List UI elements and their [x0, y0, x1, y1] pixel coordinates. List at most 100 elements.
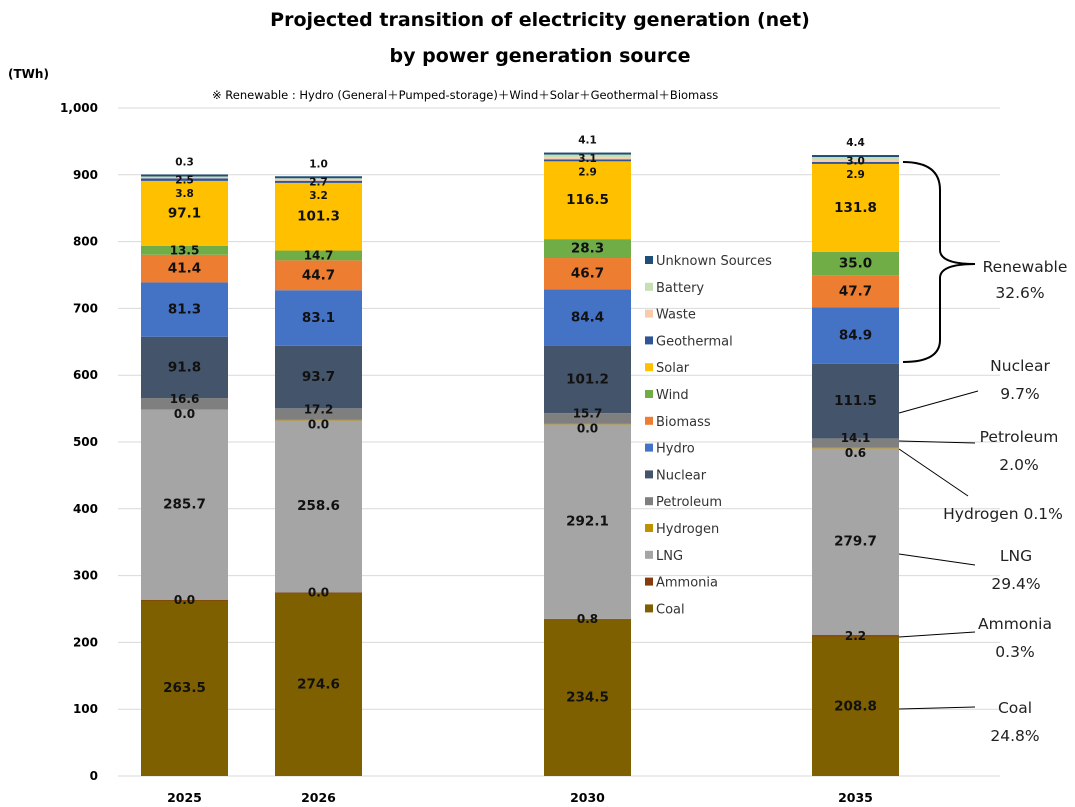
data-label: 15.7	[573, 407, 603, 421]
data-label: 84.4	[571, 309, 604, 325]
data-label: 2.2	[845, 629, 866, 643]
annotation-percent: 32.6%	[995, 284, 1044, 302]
data-label: 16.6	[170, 392, 200, 406]
bar-segment-solar	[141, 180, 228, 246]
chart-subtitle: by power generation source	[390, 45, 691, 67]
data-label: 17.2	[304, 402, 334, 416]
bar-segment-wind	[141, 245, 228, 255]
annotation-percent: 9.7%	[1000, 385, 1039, 403]
data-label: 0.3	[175, 156, 194, 168]
bar-segment-ammonia	[812, 635, 899, 637]
legend-swatch	[645, 390, 653, 398]
data-label: 14.1	[841, 431, 871, 445]
data-label: 1.0	[309, 158, 328, 170]
data-label: 3.8	[175, 188, 194, 200]
legend-swatch	[645, 497, 653, 506]
bar-segment-ammonia	[275, 592, 362, 594]
data-label: 41.4	[168, 261, 201, 277]
x-tick-label: 2026	[301, 790, 336, 805]
annotation-label: Petroleum	[980, 428, 1059, 446]
legend-label: Biomass	[656, 415, 711, 430]
data-label: 2.9	[578, 166, 597, 178]
legend-swatch	[645, 443, 653, 452]
bar-segment-hydro	[275, 290, 362, 346]
bar-segment-waste	[275, 178, 362, 181]
legend-swatch	[645, 282, 653, 291]
annotation-leader	[898, 706, 976, 710]
bar-segment-battery	[141, 176, 228, 178]
legend-swatch	[645, 363, 653, 372]
chart-title: Projected transition of electricity gene…	[270, 9, 810, 31]
data-label: 234.5	[566, 690, 609, 706]
bar-segment-waste	[141, 176, 228, 179]
data-label: 2.7	[309, 177, 328, 189]
y-tick-label: 500	[73, 435, 98, 449]
bar-segment-biomass	[275, 260, 362, 291]
bar-segment-wind	[275, 250, 362, 261]
bar-segment-coal	[812, 636, 899, 776]
data-label: 131.8	[834, 200, 877, 216]
bar-segment-hydrogen	[275, 419, 362, 421]
data-label: 0.0	[577, 422, 598, 436]
bar-segment-unknown-sources	[812, 155, 899, 158]
bar-segment-hydro	[812, 307, 899, 364]
y-tick-label: 200	[73, 635, 98, 649]
data-label: 0.0	[308, 417, 329, 431]
y-tick-label: 1,000	[60, 101, 98, 115]
data-label: 93.7	[302, 369, 335, 385]
data-label: 208.8	[834, 698, 877, 714]
legend-label: Hydrogen	[656, 522, 719, 537]
annotation-label: Nuclear	[990, 357, 1050, 375]
legend-label: Petroleum	[656, 495, 722, 510]
data-label: 44.7	[302, 267, 335, 283]
bar-segment-solar	[544, 161, 631, 240]
data-label: 0.0	[174, 593, 195, 607]
legend-swatch	[645, 550, 653, 559]
data-label: 47.7	[839, 283, 872, 299]
bar-segment-nuclear	[812, 363, 899, 439]
legend-label: Hydro	[656, 442, 695, 457]
bar-segment-hydro	[544, 289, 631, 346]
data-label: 258.6	[297, 498, 340, 514]
legend-swatch	[645, 604, 653, 613]
annotation-leader	[898, 440, 976, 444]
data-label: 3.2	[309, 190, 328, 202]
x-tick-label: 2030	[570, 790, 605, 805]
bar-segment-battery	[275, 178, 362, 179]
bar-segment-hydrogen	[544, 423, 631, 425]
data-label: 13.5	[170, 243, 200, 257]
data-label: 97.1	[168, 205, 201, 221]
data-label: 285.7	[163, 497, 206, 513]
data-label: 0.8	[577, 612, 598, 626]
legend-label: Geothermal	[656, 334, 733, 349]
bar-segment-solar	[812, 163, 899, 252]
renewable-note: ※ Renewable : Hydro (General＋Pumped-stor…	[212, 88, 718, 102]
bar-segment-hydrogen	[141, 409, 228, 410]
bar-segment-unknown-sources	[275, 176, 362, 179]
data-label: 14.7	[304, 248, 334, 262]
legend-label: LNG	[656, 549, 683, 564]
bar-segment-coal	[544, 619, 631, 776]
bar-segment-solar	[275, 182, 362, 251]
annotation-label: Renewable	[983, 258, 1068, 276]
annotation-leader	[898, 448, 969, 497]
legend-label: Coal	[656, 602, 685, 617]
bar-segment-coal	[275, 592, 362, 776]
data-label: 81.3	[168, 302, 201, 318]
bar-segment-battery	[544, 154, 631, 158]
legend-swatch	[645, 524, 653, 532]
legend-swatch	[645, 577, 653, 586]
data-label: 28.3	[571, 241, 604, 257]
bar-segment-geothermal	[812, 161, 899, 164]
bar-segment-coal	[141, 599, 228, 776]
data-label: 3.1	[578, 153, 597, 165]
bar-segment-ammonia	[544, 618, 631, 620]
annotation-label: LNG	[1000, 547, 1032, 565]
annotation-leader	[898, 553, 976, 566]
legend-label: Nuclear	[656, 468, 707, 483]
legend-label: Battery	[656, 281, 704, 296]
bar-segment-lng	[812, 448, 899, 636]
data-label: 116.5	[566, 192, 609, 208]
data-label: 279.7	[834, 534, 877, 550]
